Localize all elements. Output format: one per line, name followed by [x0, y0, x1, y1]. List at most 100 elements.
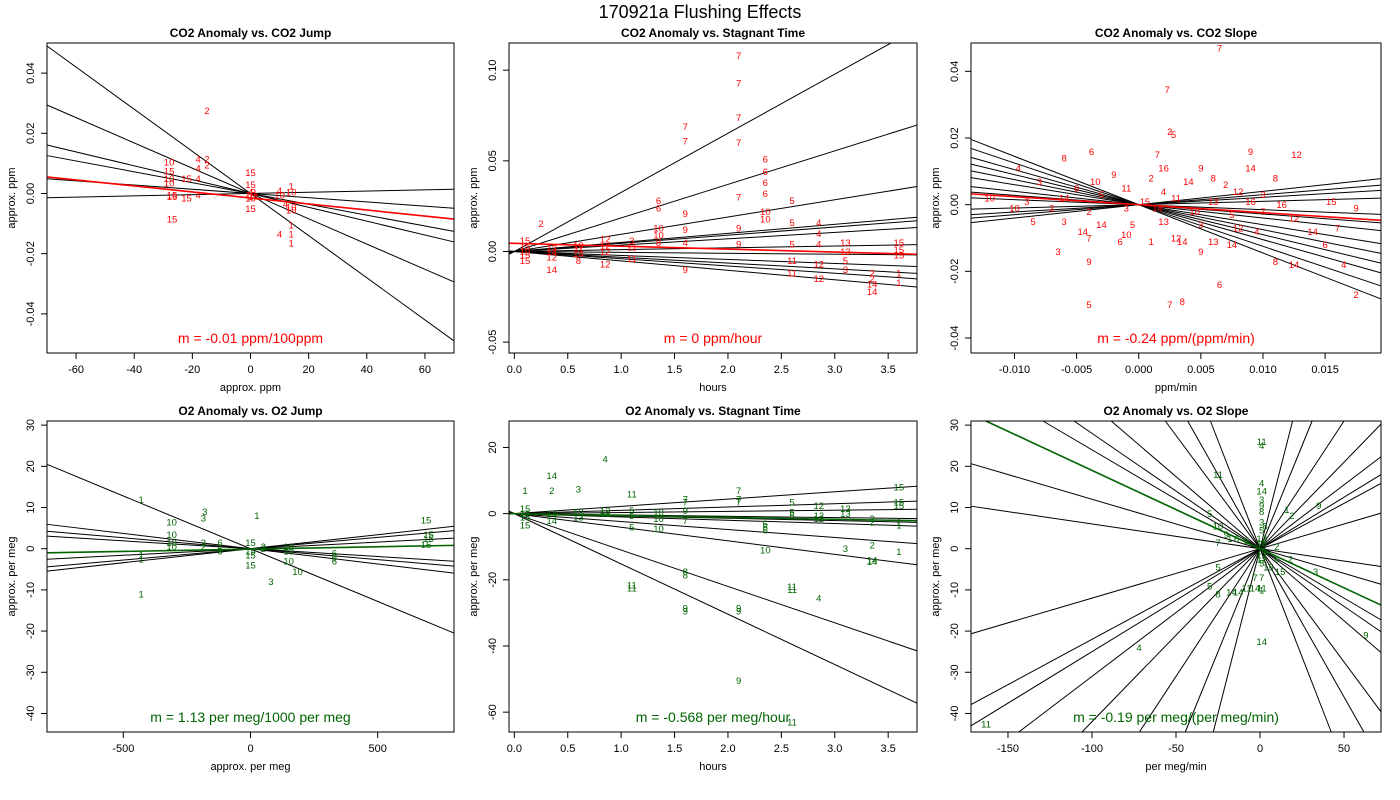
- data-point-label: 2: [204, 106, 209, 117]
- data-point-label: 3: [1062, 217, 1067, 228]
- data-point-label: 11: [787, 585, 797, 596]
- data-point-label: 12: [813, 260, 824, 271]
- data-point-label: 15: [520, 509, 531, 520]
- data-point-label: 9: [1111, 170, 1116, 181]
- data-point-label: 2: [1167, 127, 1172, 138]
- data-point-label: 4: [1161, 187, 1166, 198]
- data-point-label: 9: [736, 240, 741, 251]
- data-point-label: 8: [576, 256, 581, 267]
- data-point-label: 15: [894, 498, 905, 509]
- data-point-label: 3: [843, 265, 848, 276]
- data-point-label: 2: [204, 160, 209, 171]
- y-tick-label: -10: [25, 582, 37, 598]
- fit-line: [508, 485, 918, 515]
- data-point-label: 14: [867, 557, 878, 568]
- data-point-label: 12: [813, 274, 824, 285]
- x-tick-label: 0.0: [507, 743, 522, 755]
- y-axis-label: approx. ppm: [6, 167, 18, 228]
- data-point-label: 9: [1316, 501, 1321, 512]
- data-point-label: 12: [1289, 214, 1300, 225]
- data-point-label: 1: [896, 547, 901, 558]
- data-point-label: 6: [763, 526, 768, 537]
- data-point-label: 7: [1155, 150, 1160, 161]
- data-point-label: 5: [789, 507, 794, 518]
- data-point-label: 11: [787, 269, 797, 280]
- x-tick-label: 500: [369, 743, 387, 755]
- data-point-label: 11: [627, 254, 637, 265]
- data-point-label: 14: [248, 192, 259, 203]
- data-point-label: 12: [600, 506, 611, 517]
- fit-line: [970, 147, 1382, 287]
- fit-line: [508, 512, 918, 545]
- x-tick-label: 2.0: [720, 364, 735, 376]
- data-point-label: 14: [1256, 487, 1267, 498]
- data-point-label: 10: [653, 223, 664, 234]
- data-point-label: 11: [627, 580, 637, 591]
- fit-line: [970, 512, 1382, 635]
- slope-annotation: m = -0.568 per meg/hour: [636, 709, 791, 725]
- x-tick-label: 3.5: [881, 743, 896, 755]
- data-point-label: 2: [1259, 542, 1264, 553]
- data-point-label: 5: [1229, 210, 1234, 221]
- data-point-label: 1: [1227, 534, 1232, 545]
- fit-line: [508, 250, 918, 280]
- data-point-label: 14: [1250, 583, 1261, 594]
- data-point-label: 2: [261, 542, 266, 553]
- data-point-label: 16: [1245, 197, 1256, 208]
- data-point-label: 15: [181, 174, 192, 185]
- data-point-label: 4: [283, 200, 288, 211]
- overall-fit-line: [985, 420, 1382, 606]
- fit-line: [508, 220, 918, 253]
- y-axis-label: approx. ppm: [468, 167, 480, 228]
- data-point-label: 8: [683, 570, 688, 581]
- data-point-label: 15: [520, 504, 531, 515]
- y-tick-label: -0.02: [949, 259, 961, 284]
- fit-line: [508, 250, 918, 256]
- x-axis-label: ppm/min: [1155, 382, 1197, 394]
- data-point-label: 2: [1086, 207, 1091, 218]
- fit-line: [970, 197, 1382, 210]
- y-tick-label: -10: [949, 582, 961, 598]
- data-point-label: 11: [1213, 470, 1223, 481]
- fit-line: [508, 42, 892, 255]
- x-tick-label: -40: [126, 364, 142, 376]
- data-point-label: 1: [289, 239, 294, 250]
- data-point-label: 15: [520, 256, 531, 267]
- x-tick-label: -100: [1081, 743, 1103, 755]
- data-point-label: 3: [202, 507, 207, 518]
- y-tick-label: 0.02: [949, 127, 961, 148]
- data-point-label: 1: [1259, 585, 1264, 596]
- x-tick-label: 60: [419, 364, 431, 376]
- data-point-label: 10: [292, 567, 303, 578]
- data-point-label: 1: [522, 486, 527, 497]
- data-point-label: 1: [289, 181, 294, 192]
- data-point-label: 4: [816, 229, 821, 240]
- data-point-label: 14: [546, 471, 557, 482]
- data-point-label: 15: [894, 501, 905, 512]
- data-point-label: 5: [1215, 563, 1220, 574]
- x-tick-label: 0.005: [1187, 364, 1215, 376]
- data-point-label: 6: [763, 155, 768, 166]
- data-point-label: 5: [789, 196, 794, 207]
- slope-annotation: m = -0.01 ppm/100ppm: [178, 330, 323, 346]
- data-point-label: 5: [629, 506, 634, 517]
- data-point-label: 3: [576, 484, 581, 495]
- data-point-label: 8: [1273, 174, 1278, 185]
- data-point-label: 1: [289, 221, 294, 232]
- data-point-label: 14: [1245, 164, 1256, 175]
- data-point-label: 13: [840, 504, 851, 515]
- x-tick-label: 3.0: [827, 364, 842, 376]
- fit-line: [970, 156, 1382, 274]
- x-tick-label: 0.015: [1311, 364, 1339, 376]
- fit-line: [508, 250, 918, 268]
- data-point-label: 2: [1149, 174, 1154, 185]
- data-point-label: 9: [736, 607, 741, 618]
- panel-title: CO2 Anomaly vs. Stagnant Time: [621, 26, 805, 40]
- data-point-label: 1: [896, 278, 901, 289]
- data-point-label: 10: [760, 207, 771, 218]
- data-point-label: 10: [1256, 546, 1267, 557]
- y-tick-label: -20: [25, 623, 37, 639]
- x-axis-label: hours: [699, 382, 727, 394]
- data-point-label: 9: [683, 506, 688, 517]
